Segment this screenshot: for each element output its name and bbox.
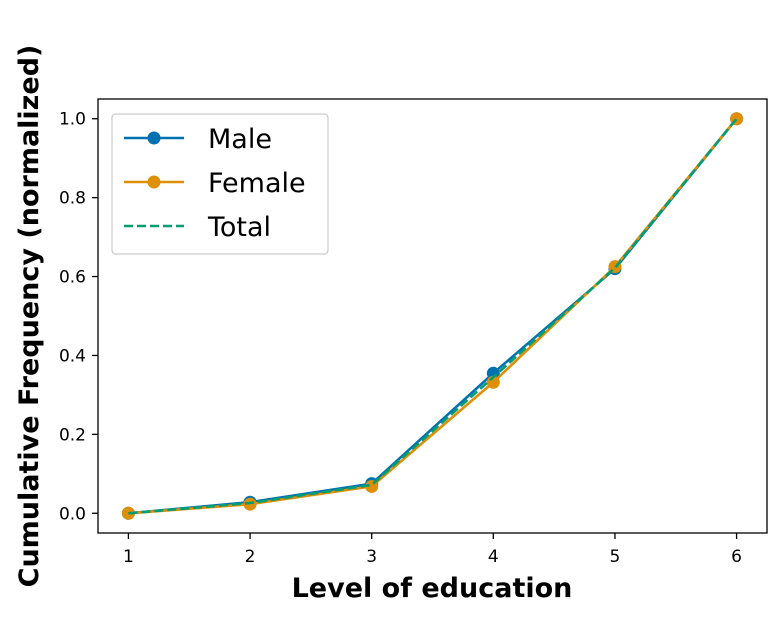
series-layer [121, 112, 744, 520]
x-tick-label: 2 [245, 547, 256, 567]
legend-total-label: Total [207, 212, 271, 243]
x-tick-label: 6 [731, 547, 742, 567]
y-tick-label: 0.6 [59, 268, 86, 288]
y-tick-label: 1.0 [59, 110, 86, 130]
y-axis-label: Cumulative Frequency (normalized) [14, 45, 45, 588]
legend-female-label: Female [208, 168, 306, 199]
legend-entry-female: Female [124, 168, 306, 199]
x-tick-label: 4 [488, 547, 499, 567]
legend-box [111, 113, 329, 255]
x-axis-label: Level of education [292, 573, 573, 604]
x-tick-label: 3 [366, 547, 377, 567]
x-tick-label: 1 [123, 547, 134, 567]
legend-male-label: Male [208, 124, 272, 155]
plot-area-frame [97, 98, 768, 534]
y-tick-label: 0.4 [59, 346, 86, 366]
legend-entry-male: Male [124, 124, 272, 155]
legend-female-marker [147, 175, 161, 189]
y-tick-label: 0.8 [59, 189, 86, 209]
y-axis-ticks: 0.0 0.2 0.4 0.6 0.8 1.0 [59, 110, 98, 524]
legend: Male Female Total [111, 113, 329, 255]
legend-male-marker [147, 131, 161, 145]
y-tick-label: 0.0 [59, 504, 86, 524]
series-line-total [128, 117, 738, 515]
x-tick-label: 5 [610, 547, 621, 567]
data-point-male [486, 366, 500, 380]
legend-entry-total: Total [124, 212, 271, 243]
y-tick-label: 0.2 [59, 425, 86, 445]
x-axis-ticks: 1 2 3 4 5 6 [123, 533, 742, 567]
